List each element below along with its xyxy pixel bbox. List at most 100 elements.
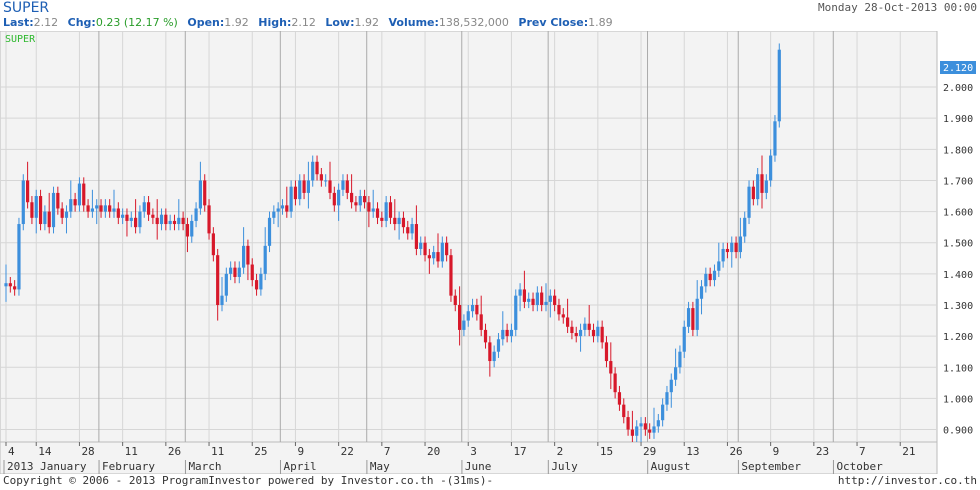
candle-body — [566, 317, 570, 327]
month-dividers — [98, 31, 834, 442]
x-month-label: September — [741, 460, 801, 473]
candle-body — [648, 429, 652, 433]
candle-body — [730, 242, 734, 253]
copyright-text: Copyright © 2006 - 2013 ProgramInvestor … — [3, 474, 494, 487]
x-day-label: 13 — [686, 445, 699, 458]
candle-body — [617, 392, 622, 405]
candle-body — [561, 314, 565, 318]
candle-body — [695, 298, 699, 330]
x-day-label: 7 — [859, 445, 866, 458]
candle-body — [453, 295, 457, 305]
candle-body — [388, 202, 393, 218]
x-month-label: July — [551, 460, 578, 473]
candle-body — [769, 155, 773, 181]
x-day-label: 23 — [816, 445, 829, 458]
x-day-label: 7 — [384, 445, 391, 458]
candle-body — [380, 217, 384, 221]
candle-body — [13, 286, 17, 290]
candle-body — [678, 351, 682, 368]
ticker-symbol: SUPER — [3, 0, 50, 16]
candle-body — [427, 255, 431, 259]
candle-body — [350, 192, 354, 203]
x-axis: 4 14 28 11 26 11 25 9 22 7 20 3 17 2 15 29 13 26 9 23 7 21 201… — [3, 442, 915, 474]
candle-body — [108, 205, 112, 212]
candle-body — [674, 367, 678, 380]
candle-body — [138, 211, 142, 228]
candle-body — [82, 183, 86, 206]
candle-body — [557, 305, 561, 315]
candle-body — [527, 298, 531, 302]
candle-body — [220, 295, 224, 305]
x-day-label: 17 — [513, 445, 526, 458]
candle-body — [293, 186, 298, 200]
candle-body — [751, 186, 755, 200]
x-day-label: 11 — [125, 445, 138, 458]
candle-body — [375, 208, 380, 218]
open-label: Open: — [187, 16, 225, 29]
prev-close-value: 1.89 — [588, 16, 613, 29]
candle-body — [121, 214, 125, 218]
open-value: 1.92 — [224, 16, 249, 29]
grid-lines — [0, 31, 937, 442]
candle-body — [159, 214, 164, 225]
candle-body — [401, 217, 406, 228]
candle-body — [34, 196, 38, 218]
y-tick-label: 2.000 — [943, 83, 973, 94]
x-day-label: 4 — [8, 445, 15, 458]
candle-body — [483, 329, 488, 343]
change-label: Chg: — [67, 16, 96, 29]
candle-body — [734, 242, 738, 253]
candle-body — [531, 298, 535, 305]
x-month-label: June — [465, 460, 492, 473]
candle-body — [38, 196, 43, 225]
candle-body — [242, 245, 246, 268]
candle-body — [661, 404, 665, 421]
candle-body — [462, 320, 466, 330]
candle-body — [583, 323, 587, 330]
candle-body — [414, 224, 418, 249]
x-month-label: May — [370, 460, 390, 473]
candle-body — [756, 174, 760, 200]
candle-body — [393, 217, 397, 225]
x-month-label: April — [283, 460, 316, 473]
candle-body — [69, 199, 73, 212]
last-label: Last: — [3, 16, 34, 29]
candle-body — [699, 286, 704, 299]
candle-body — [229, 267, 233, 274]
high-value: 2.12 — [291, 16, 316, 29]
site-link[interactable]: http://investor.co.th — [837, 474, 977, 487]
candle-body — [406, 227, 410, 234]
candle-body — [423, 242, 427, 256]
candle-body — [777, 49, 781, 122]
candle-body — [289, 186, 293, 212]
candle-body — [432, 252, 436, 259]
y-axis: 0.900 1.000 1.100 1.200 1.300 1.400 1.500 1.600… — [943, 83, 973, 437]
candle-body — [246, 245, 250, 265]
prev-close-label: Prev Close: — [518, 16, 589, 29]
candle-body — [324, 180, 328, 182]
y-tick-label: 1.500 — [943, 239, 973, 250]
candle-body — [30, 202, 34, 218]
candle-body — [656, 420, 660, 427]
candle-body — [345, 180, 349, 193]
candle-body — [168, 220, 172, 225]
y-tick-label: 0.900 — [943, 426, 973, 437]
x-day-label: 14 — [38, 445, 52, 458]
candle-body — [384, 202, 388, 221]
date-stamp: Monday 28-Oct-2013 00:00 — [818, 1, 977, 14]
candle-body — [488, 342, 492, 362]
candle-body — [591, 329, 596, 337]
x-day-label: 28 — [81, 445, 94, 458]
candle-body — [181, 217, 185, 225]
candle-body — [267, 217, 272, 246]
candle-body — [285, 205, 289, 212]
series-label: SUPER — [5, 34, 36, 45]
candle-body — [211, 233, 215, 256]
candle-body — [328, 180, 332, 193]
candle-body — [622, 404, 626, 418]
candle-body — [682, 326, 686, 352]
candle-body — [738, 236, 742, 253]
last-value: 2.12 — [33, 16, 59, 29]
candle-body — [185, 224, 190, 237]
candle-body — [47, 211, 51, 228]
